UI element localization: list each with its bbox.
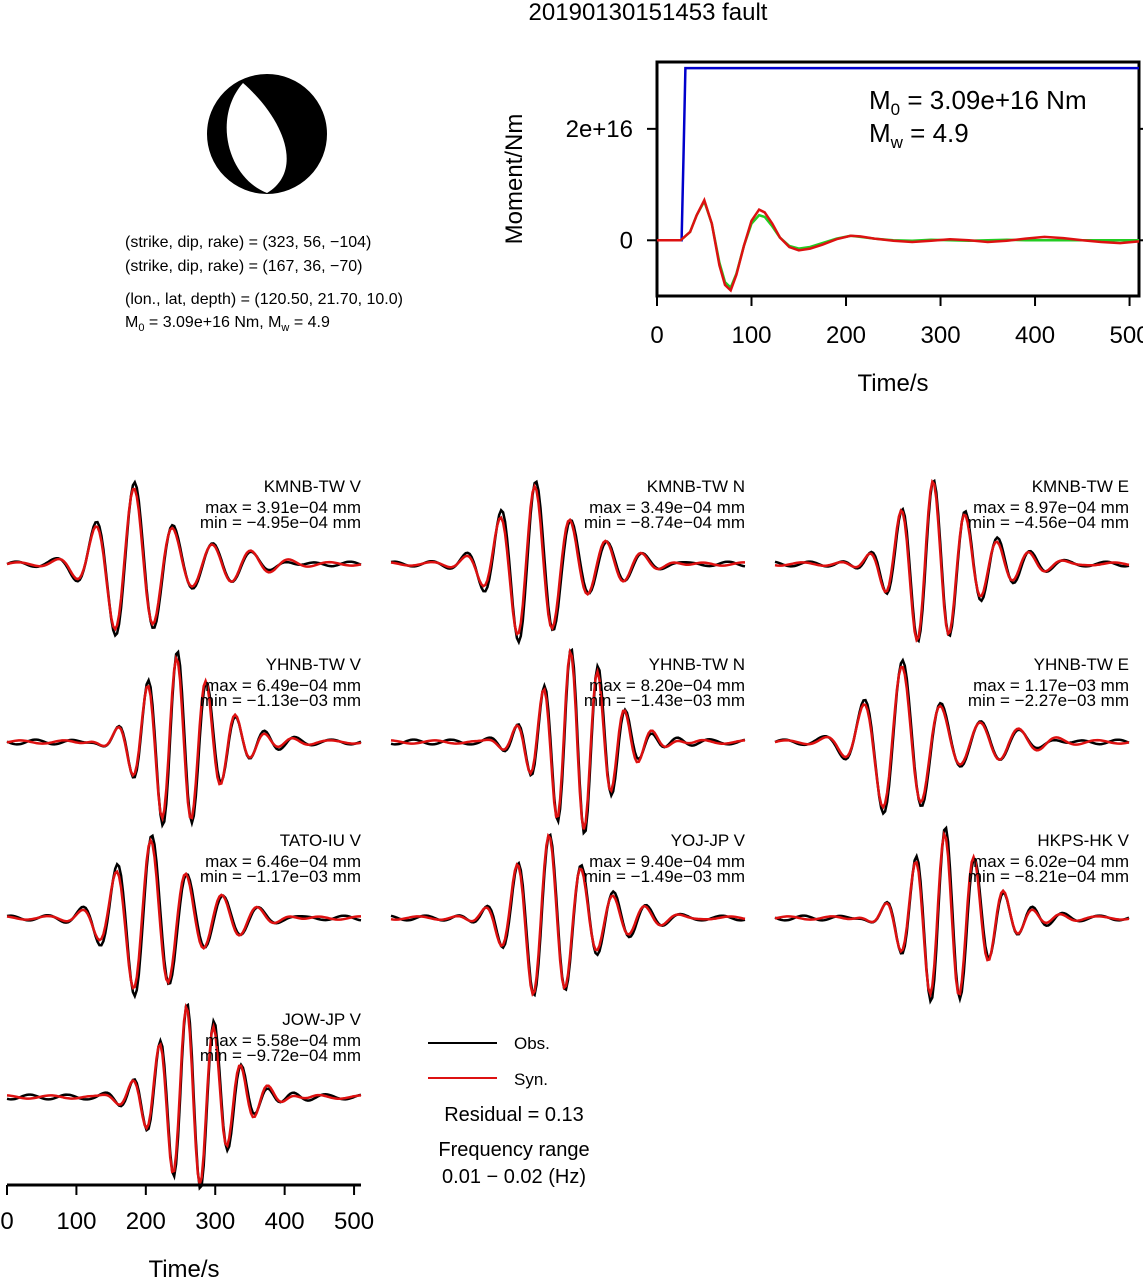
moment-plot-frame [655,60,1141,298]
synthetic-trace [390,483,745,636]
moment-xtick-label: 500 [1110,322,1143,349]
waveform-xtick-label: 100 [56,1208,96,1235]
moment-xtick-label: 200 [826,322,866,349]
waveform-xtick-label: 0 [0,1208,13,1235]
max-amplitude-label: max = 6.02e−04 mm [973,852,1129,871]
moment-summary-label: M0 = 3.09e+16 Nm, Mw = 4.9 [125,314,330,334]
moment-xtick-label: 0 [650,322,663,349]
min-amplitude-label: min = −1.17e−03 mm [200,867,361,886]
nodal-plane-1-label: (strike, dip, rake) = (323, 56, −104) [125,234,371,251]
waveform-xtick-label: 200 [126,1208,166,1235]
station-label: YHNB-TW N [649,655,745,674]
max-amplitude-label: max = 3.91e−04 mm [205,498,361,517]
residual-label: Residual = 0.13 [444,1104,584,1126]
moment-curves [657,66,1140,293]
min-amplitude-label: min = −4.56e−04 mm [968,513,1129,532]
waveform-x-axis-label: Time/s [148,1256,219,1281]
min-amplitude-label: min = −8.21e−04 mm [968,867,1129,886]
location-label: (lon., lat, depth) = (120.50, 21.70, 10.… [125,291,403,308]
moment-ytick-label: 2e+16 [566,116,633,143]
station-label: YOJ-JP V [671,831,746,850]
moment-y-ticks: 0 2e+16 [566,116,1143,254]
min-amplitude-label: min = −1.43e−03 mm [584,691,745,710]
station-label: HKPS-HK V [1037,831,1129,850]
synthetic-trace [774,665,1130,810]
moment-xtick-label: 400 [1015,322,1055,349]
synthetic-trace [390,832,746,997]
page-title: 20190130151453 fault [529,0,768,26]
legend-obs-label: Obs. [514,1034,550,1053]
synthetic-trace [6,1002,362,1185]
station-label: YHNB-TW E [1034,655,1129,674]
focal-mechanism-beachball [207,74,327,194]
synthetic-trace [6,654,362,823]
waveform-xtick-label: 400 [265,1208,305,1235]
moment-ytick-label: 0 [620,227,633,254]
moment-x-axis-label: Time/s [857,370,928,397]
synthetic-trace [774,830,1130,999]
waveform-legend: Obs. Syn. Residual = 0.13 Frequency rang… [428,1034,590,1188]
waveform-time-axis: 0 100 200 300 400 500 [0,1183,374,1235]
station-label: YHNB-TW V [266,655,362,674]
min-amplitude-label: min = −1.49e−03 mm [584,867,745,886]
synthetic-trace [774,478,1130,643]
frequency-range-title: Frequency range [438,1139,589,1161]
waveform-xtick-label: 500 [334,1208,374,1235]
min-amplitude-label: min = −9.72e−04 mm [200,1046,361,1065]
max-amplitude-label: max = 6.49e−04 mm [205,676,361,695]
moment-y-axis-label: Moment/Nm [501,114,528,245]
min-amplitude-label: min = −4.95e−04 mm [200,513,361,532]
moment-series-1 [657,198,1139,290]
station-label: TATO-IU V [280,831,362,850]
max-amplitude-label: max = 5.58e−04 mm [205,1031,361,1050]
max-amplitude-label: max = 9.40e−04 mm [589,852,745,871]
station-label: JOW-JP V [282,1010,361,1029]
station-label: KMNB-TW V [264,477,362,496]
synthetic-trace [390,647,746,830]
moment-series-2 [657,196,1140,293]
station-label: KMNB-TW E [1032,477,1129,496]
min-amplitude-label: min = −1.13e−03 mm [200,691,361,710]
frequency-range-value: 0.01 − 0.02 (Hz) [442,1166,586,1188]
nodal-plane-2-label: (strike, dip, rake) = (167, 36, −70) [125,258,362,275]
synthetic-trace [6,487,362,632]
max-amplitude-label: max = 8.97e−04 mm [973,498,1129,517]
synthetic-trace [6,837,361,990]
moment-m0-annotation: M0 = 3.09e+16 Nm [869,85,1087,119]
legend-syn-label: Syn. [514,1070,548,1089]
max-amplitude-label: max = 3.49e−04 mm [589,498,745,517]
moment-xtick-label: 300 [921,322,961,349]
moment-xtick-label: 100 [731,322,771,349]
waveform-xtick-label: 300 [195,1208,235,1235]
max-amplitude-label: max = 6.46e−04 mm [205,852,361,871]
station-label: KMNB-TW N [647,477,745,496]
min-amplitude-label: min = −8.74e−04 mm [584,513,745,532]
max-amplitude-label: max = 8.20e−04 mm [589,676,745,695]
max-amplitude-label: max = 1.17e−03 mm [973,676,1129,695]
moment-x-ticks: 0 100 200 300 400 500 [650,296,1143,349]
moment-plot: 0 100 200 300 400 500 0 2e+16 Moment/Nm Time/s… [501,60,1143,397]
moment-mw-annotation: Mw = 4.9 [869,118,969,152]
min-amplitude-label: min = −2.27e−03 mm [968,691,1129,710]
